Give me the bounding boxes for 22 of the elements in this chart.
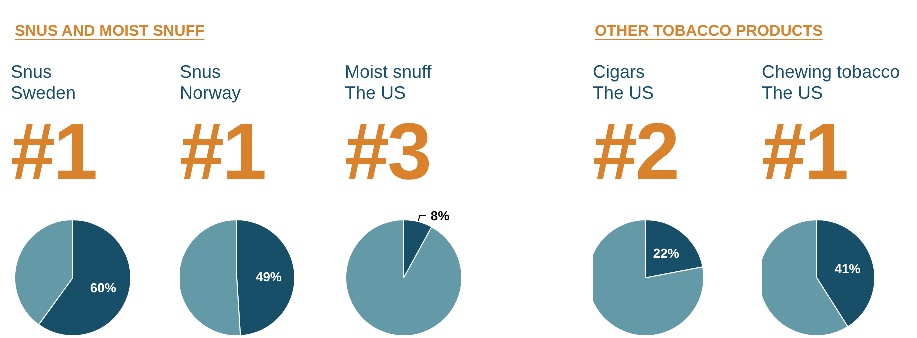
chart-subtitle: Sweden	[11, 83, 78, 104]
chart-subtitle: Norway	[180, 83, 242, 104]
chart-title: Snus	[180, 62, 222, 83]
chart-subtitle: The US	[345, 83, 408, 104]
text: SNUS AND MOIST SNUFF	[15, 23, 205, 41]
data-label: 49%	[256, 269, 282, 284]
data-label: 41%	[834, 262, 862, 277]
chart-title: Chewing tobacco	[762, 62, 902, 83]
data-label: 22%	[653, 246, 680, 261]
chart-title: Snus	[11, 62, 54, 83]
chart-subtitle: The US	[762, 83, 824, 104]
text: #2	[593, 107, 679, 196]
text: #1	[11, 107, 97, 196]
chart-title: Cigars	[593, 62, 646, 83]
chart-subtitle: The US	[593, 83, 656, 104]
text: #1	[180, 107, 266, 196]
text: #1	[762, 107, 848, 196]
text: #3	[345, 107, 431, 196]
chart-title: Moist snuff	[345, 62, 433, 83]
data-label: 60%	[90, 280, 117, 296]
data-label: 8%	[430, 208, 450, 224]
text: OTHER TOBACCO PRODUCTS	[595, 23, 823, 41]
